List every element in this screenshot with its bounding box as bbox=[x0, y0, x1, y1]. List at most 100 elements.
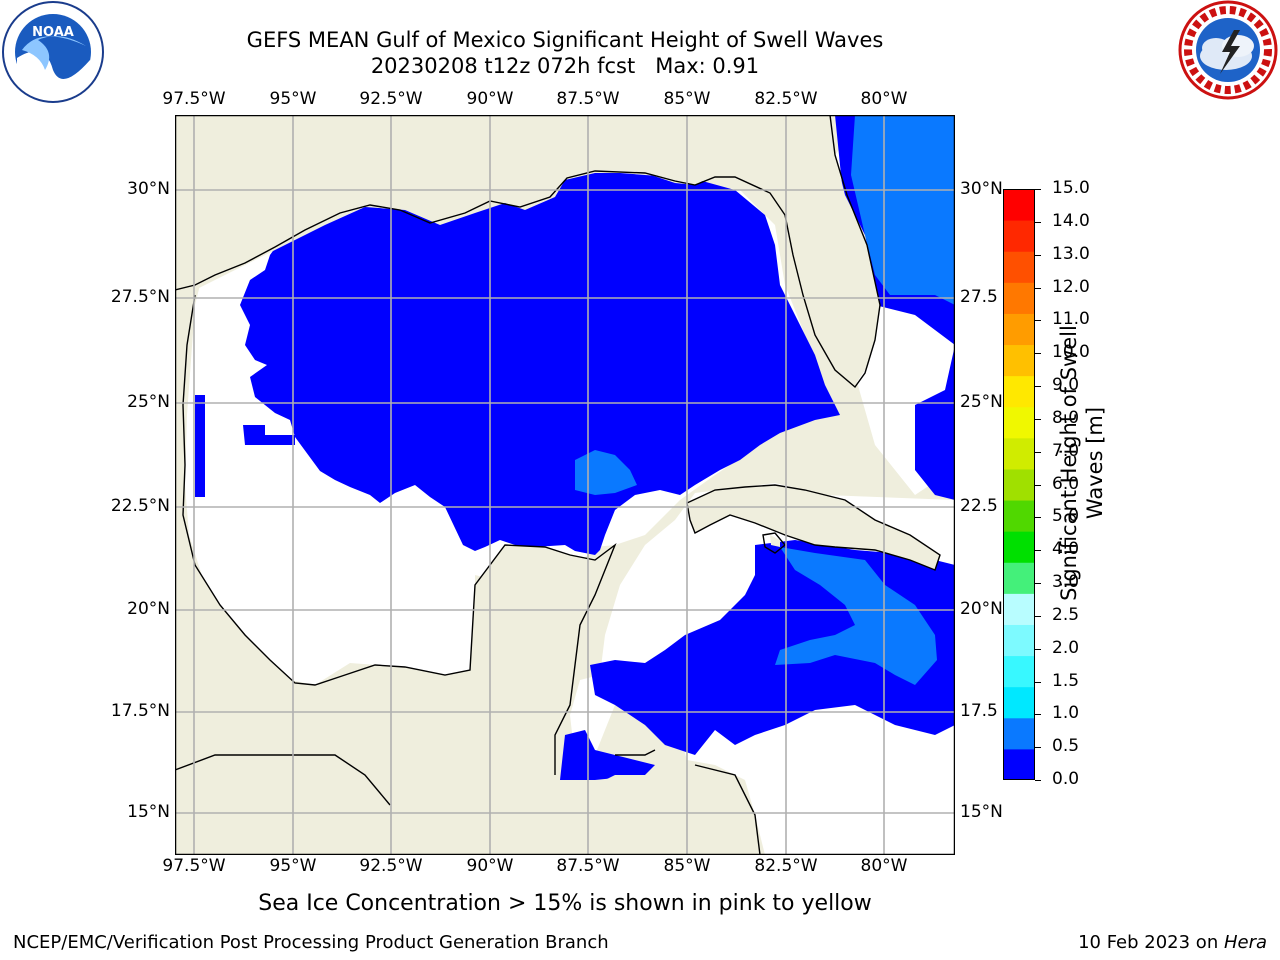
lon-label-top: 90°W bbox=[466, 89, 514, 109]
colorbar-bin bbox=[1003, 655, 1035, 688]
chart-title: GEFS MEAN Gulf of Mexico Significant Hei… bbox=[246, 28, 884, 52]
colorbar-tick-label: 10.0 bbox=[1052, 342, 1090, 363]
colorbar-tick-label: 12.0 bbox=[1052, 276, 1090, 297]
colorbar-bin bbox=[1003, 282, 1035, 314]
colorbar-tick-mark bbox=[1035, 386, 1041, 387]
colorbar-tick-label: 6.0 bbox=[1052, 473, 1080, 494]
colorbar-bin bbox=[1003, 313, 1035, 346]
colorbar-bin bbox=[1003, 344, 1035, 377]
colorbar-tick-label: 2.5 bbox=[1052, 604, 1080, 625]
lon-label-bottom: 90°W bbox=[466, 856, 514, 876]
colorbar-tick-label: 5.0 bbox=[1052, 506, 1080, 527]
lon-label-bottom: 95°W bbox=[269, 856, 317, 876]
map-gridlines bbox=[175, 115, 955, 855]
colorbar-label-line2: Waves [m] bbox=[1083, 406, 1107, 520]
colorbar-bin bbox=[1003, 406, 1035, 439]
colorbar-tick-label: 9.0 bbox=[1052, 375, 1080, 395]
lat-label-left: 25°N bbox=[127, 392, 170, 412]
sea-ice-caption: Sea Ice Concentration > 15% is shown in … bbox=[258, 891, 872, 916]
colorbar-tick-label: 4.0 bbox=[1052, 539, 1080, 560]
colorbar-bin bbox=[1003, 748, 1035, 781]
lat-label-left: 22.5°N bbox=[110, 496, 170, 516]
colorbar-tick-mark bbox=[1035, 353, 1041, 355]
footer-date: 10 Feb 2023 on Hera bbox=[1078, 932, 1267, 953]
lat-label-left: 15°N bbox=[127, 802, 170, 822]
chart-subtitle: 20230208 t12z 072h fcst Max: 0.91 bbox=[370, 54, 760, 78]
lon-label-top: 95°W bbox=[269, 89, 317, 109]
colorbar-tick-label: 1.0 bbox=[1052, 703, 1080, 724]
colorbar-bin bbox=[1003, 500, 1035, 532]
swell-field-0-0.5 bbox=[240, 171, 840, 555]
lat-label-left: 17.5°N bbox=[110, 701, 170, 721]
colorbar-tick-mark bbox=[1035, 451, 1041, 453]
colorbar-bin bbox=[1003, 251, 1035, 283]
lat-label-right: 17.5 bbox=[960, 701, 998, 721]
lon-label-bottom: 87.5°W bbox=[556, 856, 620, 876]
lat-label-right: 15°N bbox=[960, 802, 1003, 822]
lon-label-bottom: 80°W bbox=[860, 856, 908, 876]
footer-host: Hera bbox=[1223, 932, 1267, 953]
colorbar-tick-label: 2.0 bbox=[1052, 637, 1080, 658]
noaa-logo-text: NOAA bbox=[32, 25, 74, 40]
colorbar-tick-mark bbox=[1035, 484, 1041, 486]
lon-label-top: 85°W bbox=[663, 89, 711, 109]
colorbar-bin bbox=[1003, 189, 1035, 221]
lon-label-bottom: 97.5°W bbox=[162, 856, 226, 876]
colorbar-tick-mark bbox=[1035, 254, 1041, 256]
lon-label-top: 82.5°W bbox=[754, 89, 818, 109]
colorbar bbox=[1003, 189, 1035, 781]
colorbar-bin bbox=[1003, 624, 1035, 657]
colorbar-tick-label: 1.5 bbox=[1052, 670, 1080, 691]
lon-label-top: 92.5°W bbox=[359, 89, 423, 109]
colorbar-frame bbox=[1003, 189, 1035, 780]
colorbar-tick-mark bbox=[1035, 221, 1041, 223]
colorbar-tick-mark bbox=[1035, 681, 1041, 683]
colorbar-label-line1: Significant Height of Swell bbox=[1057, 325, 1081, 601]
lon-label-bottom: 85°W bbox=[663, 856, 711, 876]
lat-label-right: 22.5 bbox=[960, 496, 998, 516]
lat-label-right: 30°N bbox=[960, 179, 1003, 199]
colorbar-bin bbox=[1003, 562, 1035, 594]
colorbar-tick-label: 7.0 bbox=[1052, 440, 1080, 461]
lat-label-right: 20°N bbox=[960, 599, 1003, 619]
colorbar-bin bbox=[1003, 686, 1035, 719]
colorbar-tick-mark bbox=[1035, 517, 1041, 519]
colorbar-tick-mark bbox=[1035, 320, 1041, 322]
colorbar-tick-label: 15.0 bbox=[1052, 178, 1090, 198]
colorbar-tick-label: 11.0 bbox=[1052, 309, 1090, 330]
colorbar-tick-mark bbox=[1035, 418, 1041, 420]
colorbar-bin bbox=[1003, 468, 1035, 501]
colorbar-bin bbox=[1003, 220, 1035, 252]
footer-date-text: 10 Feb 2023 on bbox=[1078, 932, 1224, 953]
lon-label-bottom: 82.5°W bbox=[754, 856, 818, 876]
lon-label-bottom: 92.5°W bbox=[359, 856, 423, 876]
gulf-of-mexico-map bbox=[174, 114, 956, 856]
colorbar-tick-mark bbox=[1035, 550, 1041, 552]
lat-label-left: 30°N bbox=[127, 179, 170, 199]
colorbar-tick-label: 0.5 bbox=[1052, 736, 1080, 757]
colorbar-tick-mark bbox=[1035, 714, 1041, 716]
us-gulf-coast bbox=[175, 115, 835, 290]
lon-label-top: 87.5°W bbox=[556, 89, 620, 109]
lat-label-left: 20°N bbox=[127, 599, 170, 619]
colorbar-tick-mark bbox=[1035, 780, 1041, 781]
colorbar-bin bbox=[1003, 437, 1035, 470]
lon-label-top: 80°W bbox=[860, 89, 908, 109]
colorbar-bin bbox=[1003, 717, 1035, 750]
lat-label-left: 27.5°N bbox=[110, 287, 170, 307]
colorbar-tick-mark bbox=[1035, 615, 1041, 617]
colorbar-tick-label: 8.0 bbox=[1052, 407, 1080, 428]
nws-logo bbox=[1176, 0, 1280, 104]
colorbar-bin bbox=[1003, 375, 1035, 408]
colorbar-tick-mark bbox=[1035, 648, 1041, 650]
colorbar-tick-label: 13.0 bbox=[1052, 243, 1090, 264]
colorbar-bin bbox=[1003, 531, 1035, 563]
lat-label-right: 27.5 bbox=[960, 287, 998, 307]
florida-peninsula bbox=[735, 115, 880, 385]
lon-label-top: 97.5°W bbox=[162, 89, 226, 109]
colorbar-tick-label: 14.0 bbox=[1052, 210, 1090, 231]
colorbar-tick-mark bbox=[1035, 747, 1041, 749]
swell-field-0.5-1.0 bbox=[851, 115, 955, 305]
lat-label-right: 25°N bbox=[960, 392, 1003, 412]
map-frame bbox=[174, 114, 956, 856]
